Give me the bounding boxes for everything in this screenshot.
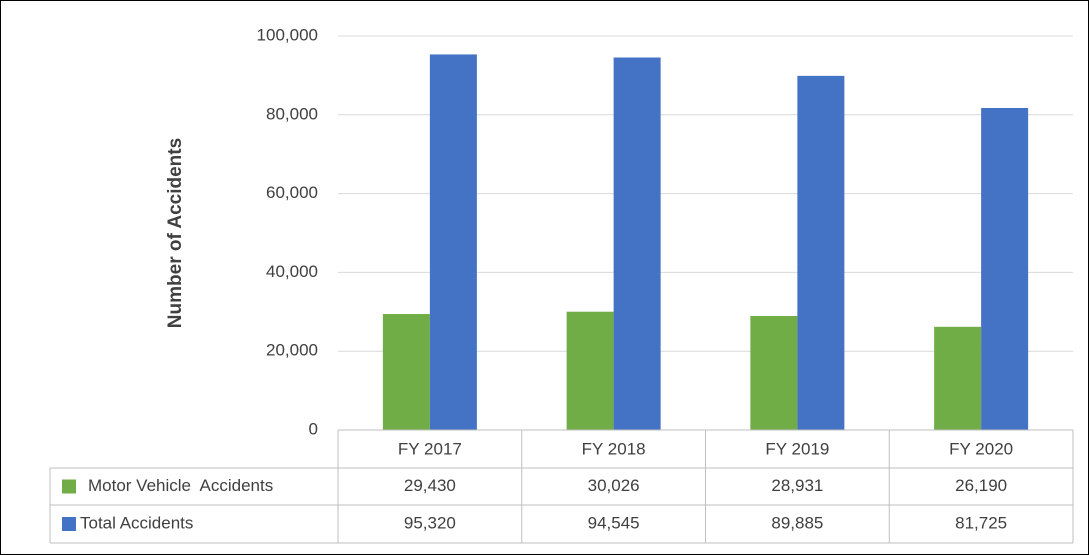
table-value: 81,725 bbox=[955, 513, 1007, 532]
table-value: 29,430 bbox=[404, 476, 456, 495]
bar bbox=[750, 316, 798, 430]
x-tick-label: FY 2017 bbox=[398, 439, 462, 458]
y-tick-label: 60,000 bbox=[266, 183, 318, 202]
table-value: 30,026 bbox=[588, 476, 640, 495]
legend-key bbox=[62, 479, 76, 494]
bar bbox=[613, 57, 661, 430]
legend-label: Total Accidents bbox=[80, 513, 193, 532]
table-value: 28,931 bbox=[771, 476, 823, 495]
x-tick-label: FY 2018 bbox=[582, 439, 646, 458]
table-value: 94,545 bbox=[588, 513, 640, 532]
y-tick-label: 20,000 bbox=[266, 341, 318, 360]
bar bbox=[981, 108, 1029, 430]
table-value: 95,320 bbox=[404, 513, 456, 532]
x-tick-label: FY 2019 bbox=[765, 439, 829, 458]
bar bbox=[934, 326, 982, 430]
legend-key bbox=[62, 517, 76, 531]
bar bbox=[797, 75, 845, 431]
bar bbox=[429, 54, 477, 430]
x-tick-label: FY 2020 bbox=[949, 439, 1013, 458]
y-tick-label: 100,000 bbox=[257, 25, 318, 44]
y-tick-label: 0 bbox=[309, 419, 318, 438]
table-value: 89,885 bbox=[771, 513, 823, 532]
bar bbox=[566, 311, 614, 430]
y-tick-label: 40,000 bbox=[266, 262, 318, 281]
bar bbox=[382, 314, 430, 430]
legend-label: Motor Vehicle Accidents bbox=[88, 476, 273, 495]
y-axis-label: Number of Accidents bbox=[165, 138, 186, 328]
y-tick-label: 80,000 bbox=[266, 104, 318, 123]
table-value: 26,190 bbox=[955, 476, 1007, 495]
